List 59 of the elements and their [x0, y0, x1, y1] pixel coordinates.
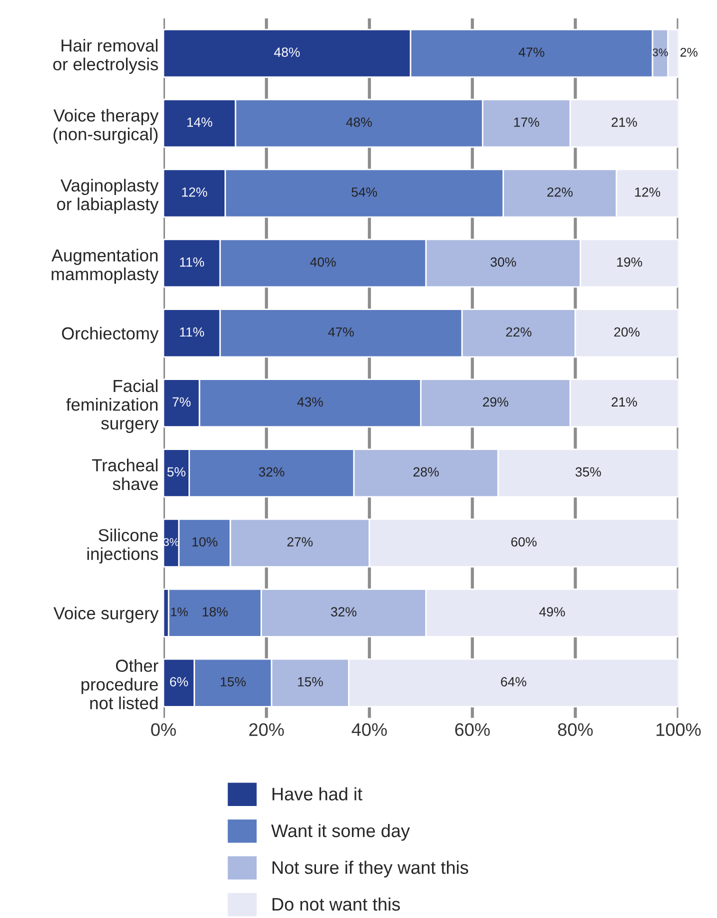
data-label: 40%: [310, 257, 336, 267]
data-label: 43%: [297, 397, 323, 407]
data-label: 1%: [171, 608, 188, 616]
data-label: 29%: [482, 397, 508, 407]
data-label: 64%: [501, 677, 526, 686]
y-tick-label: Orchiectomy: [62, 326, 159, 344]
data-label: 6%: [170, 677, 188, 686]
data-label: 22%: [506, 327, 532, 337]
y-tick-label: Facial feminization surgery: [66, 379, 159, 433]
data-label: 12%: [182, 187, 208, 197]
legend-label: Have had it: [272, 787, 362, 800]
y-tick-label: Hair removal or electrolysis: [53, 38, 158, 74]
data-label: 14%: [187, 118, 212, 127]
legend-label: Do not want this: [272, 897, 400, 911]
data-label: 20%: [614, 327, 640, 337]
data-label: 32%: [258, 467, 284, 477]
data-label: 11%: [180, 257, 204, 267]
legend-label: Want it some day: [271, 824, 410, 841]
data-label: 17%: [514, 118, 540, 127]
data-label: 3%: [652, 48, 668, 56]
y-tick-label: Augmentation mammoplasty: [52, 248, 159, 284]
y-tick-label: Tracheal shave: [92, 458, 158, 490]
y-tick-label: Vaginoplasty or labiaplasty: [57, 178, 159, 214]
legend-label: Not sure if they want this: [272, 860, 468, 878]
data-label: 21%: [612, 397, 637, 407]
data-label: 18%: [202, 607, 228, 616]
data-label: 32%: [330, 607, 356, 616]
data-label: 54%: [352, 187, 377, 197]
data-label: 48%: [346, 117, 372, 127]
data-label: 27%: [287, 537, 313, 546]
data-label: 47%: [328, 327, 354, 337]
data-label: 7%: [172, 397, 191, 407]
x-tick-label: 100%: [656, 723, 701, 736]
data-label: 15%: [220, 677, 246, 686]
data-label: 35%: [575, 467, 601, 477]
data-label: 28%: [413, 467, 439, 477]
y-tick-label: Voice therapy (non-surgical): [53, 108, 159, 144]
data-label: 49%: [539, 607, 565, 616]
data-label: 10%: [192, 537, 218, 547]
x-tick-label: 40%: [352, 723, 387, 736]
data-label: 11%: [180, 327, 204, 337]
data-label: 12%: [635, 187, 660, 197]
data-label: 60%: [511, 537, 537, 547]
y-tick-label: Silicone injections: [87, 528, 158, 564]
x-tick-label: 80%: [558, 723, 593, 736]
data-label: 22%: [547, 187, 573, 197]
data-label: 21%: [612, 117, 637, 127]
y-tick-label: Voice surgery: [54, 606, 159, 623]
data-label: 30%: [490, 257, 516, 267]
data-label: 47%: [518, 48, 544, 57]
data-label: 2%: [680, 48, 698, 57]
data-label: 19%: [617, 257, 642, 267]
y-tick-label: Other procedure not listed: [82, 659, 158, 710]
x-tick-label: 60%: [455, 723, 490, 736]
data-label: 5%: [167, 467, 186, 477]
x-tick-label: 20%: [249, 723, 284, 736]
x-tick-label: 0%: [151, 723, 176, 736]
data-label: 48%: [274, 48, 300, 57]
data-label: 15%: [298, 677, 323, 686]
